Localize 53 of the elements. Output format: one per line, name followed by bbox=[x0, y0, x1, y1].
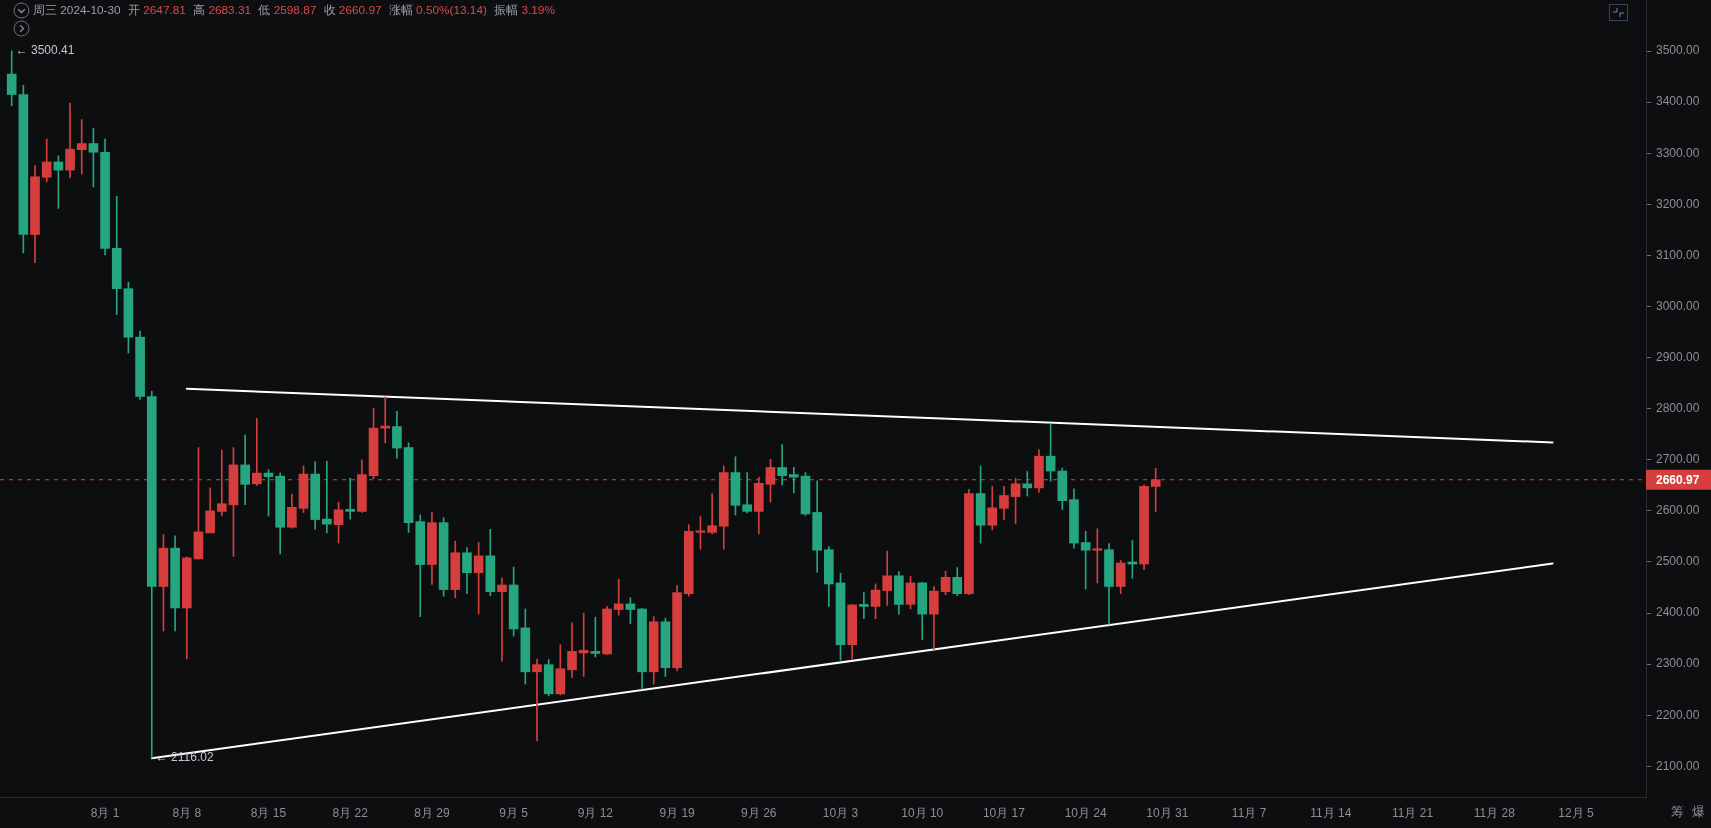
y-tick-label: 2500.00 bbox=[1656, 554, 1700, 569]
text: 筹 bbox=[1670, 803, 1684, 819]
y-tick-label: 3400.00 bbox=[1656, 94, 1700, 109]
candlestick bbox=[613, 579, 624, 616]
y-tick-label: 3000.00 bbox=[1656, 298, 1700, 313]
x-tick-label: 11月 21 bbox=[1391, 805, 1434, 820]
candlestick bbox=[777, 444, 787, 486]
candlestick bbox=[345, 477, 356, 520]
x-tick-label: 8月 22 bbox=[332, 805, 369, 820]
x-tick-label: 10月 31 bbox=[1146, 805, 1189, 820]
candlestick bbox=[322, 461, 332, 534]
y-tick-label: 3300.00 bbox=[1656, 145, 1700, 160]
candlestick bbox=[497, 577, 507, 662]
x-tick-label: 9月 26 bbox=[741, 805, 777, 820]
x-tick-label: 11月 7 bbox=[1231, 805, 1267, 820]
x-tick-label: 8月 29 bbox=[414, 805, 450, 820]
x-tick-label: 8月 1 bbox=[90, 805, 120, 820]
y-tick-label: 2300.00 bbox=[1656, 656, 1700, 671]
x-tick-label: 11月 28 bbox=[1473, 805, 1516, 820]
candlestick bbox=[742, 472, 752, 514]
y-tick-label: 2200.00 bbox=[1656, 707, 1700, 722]
y-tick-label: 2400.00 bbox=[1656, 605, 1700, 620]
candlestick bbox=[859, 592, 869, 620]
y-tick-label: 3200.00 bbox=[1656, 196, 1700, 211]
y-tick-label: 2900.00 bbox=[1656, 349, 1700, 364]
candlestick bbox=[1022, 471, 1033, 497]
annotation: ← 2116.02 bbox=[155, 750, 214, 765]
candlestick bbox=[788, 467, 799, 494]
y-tick-label: 3500.00 bbox=[1656, 43, 1700, 58]
y-tick-label: 3100.00 bbox=[1656, 247, 1700, 262]
x-tick-label: 8月 8 bbox=[172, 805, 202, 820]
x-tick-label: 10月 10 bbox=[901, 805, 944, 820]
x-tick-label: 10月 17 bbox=[982, 805, 1026, 820]
chart-title: 周三 2024-10-30 开 2647.81 高 2683.31 低 2598.87 收 2660.97 涨幅 0.50%(13.14) 振幅 3.19% bbox=[33, 3, 555, 17]
x-tick-label: 9月 5 bbox=[499, 805, 529, 820]
candlestick bbox=[578, 612, 589, 677]
text: 爆 bbox=[1691, 803, 1705, 819]
x-tick-label: 9月 12 bbox=[577, 805, 614, 820]
x-tick-label: 9月 19 bbox=[659, 805, 696, 820]
annotation: ← 3500.41 bbox=[15, 43, 75, 58]
x-tick-label: 8月 15 bbox=[250, 805, 287, 820]
y-tick-label: 2100.00 bbox=[1656, 758, 1700, 773]
x-tick-label: 11月 14 bbox=[1310, 805, 1352, 820]
y-tick-label: 2800.00 bbox=[1656, 401, 1700, 416]
y-tick-label: 2600.00 bbox=[1656, 503, 1700, 518]
candlestick bbox=[532, 658, 542, 742]
x-tick-label: 10月 24 bbox=[1064, 805, 1107, 820]
ref-line-label: 2660.97 bbox=[1656, 472, 1700, 487]
y-tick-label: 2700.00 bbox=[1656, 452, 1700, 467]
x-tick-label: 10月 3 bbox=[822, 805, 859, 820]
x-tick-label: 12月 5 bbox=[1558, 805, 1594, 820]
candlestick bbox=[76, 119, 87, 175]
candlestick bbox=[707, 493, 717, 535]
